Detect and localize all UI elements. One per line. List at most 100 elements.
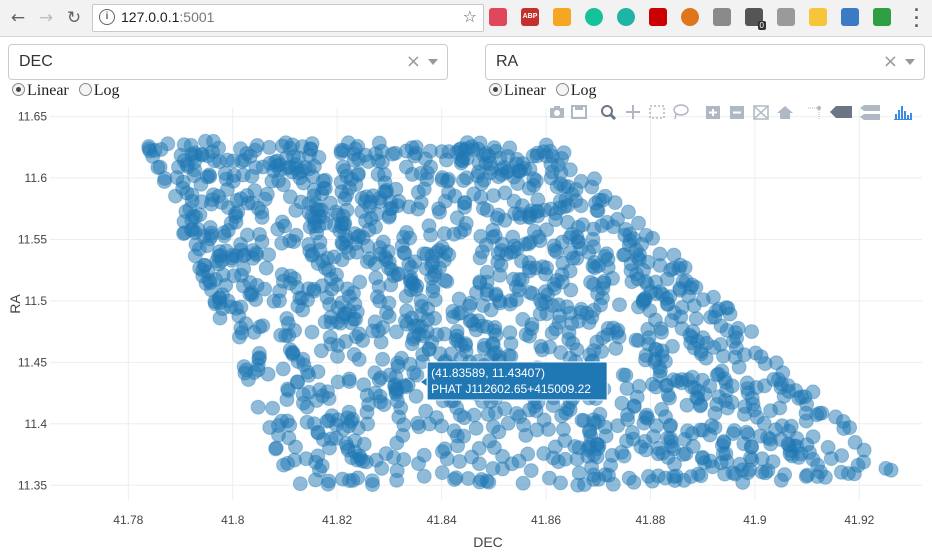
data-point[interactable] <box>474 472 490 487</box>
data-point[interactable] <box>367 256 383 272</box>
data-point[interactable] <box>856 454 872 470</box>
data-point[interactable] <box>315 432 331 447</box>
data-point[interactable] <box>631 215 646 231</box>
data-point[interactable] <box>486 346 502 362</box>
data-point[interactable] <box>636 415 652 431</box>
camera-icon[interactable] <box>548 104 566 120</box>
data-point[interactable] <box>584 459 600 475</box>
data-point[interactable] <box>453 141 469 157</box>
data-point[interactable] <box>292 476 308 492</box>
data-point[interactable] <box>339 439 355 455</box>
data-point[interactable] <box>518 327 534 343</box>
info-icon[interactable]: i <box>99 9 115 25</box>
data-point[interactable] <box>718 374 734 390</box>
data-point[interactable] <box>219 182 235 197</box>
data-point[interactable] <box>473 228 489 244</box>
data-point[interactable] <box>282 233 298 249</box>
star-icon[interactable]: ☆ <box>462 7 477 26</box>
data-point[interactable] <box>387 145 403 161</box>
data-point[interactable] <box>426 267 442 283</box>
data-point[interactable] <box>160 136 176 152</box>
data-point[interactable] <box>748 345 764 361</box>
data-point[interactable] <box>612 297 627 313</box>
data-point[interactable] <box>281 328 297 344</box>
data-point[interactable] <box>648 379 664 395</box>
data-point[interactable] <box>211 140 227 156</box>
data-point[interactable] <box>609 325 625 341</box>
data-points[interactable] <box>141 133 899 493</box>
data-point[interactable] <box>590 441 606 457</box>
data-point[interactable] <box>754 451 770 467</box>
data-point[interactable] <box>303 141 319 157</box>
ball-extension-icon[interactable] <box>681 8 699 26</box>
data-point[interactable] <box>330 412 346 428</box>
data-point[interactable] <box>408 388 424 404</box>
data-point[interactable] <box>525 148 541 164</box>
data-point[interactable] <box>663 417 679 433</box>
data-point[interactable] <box>549 244 565 260</box>
data-point[interactable] <box>427 310 442 326</box>
data-point[interactable] <box>587 260 603 276</box>
data-point[interactable] <box>628 242 644 258</box>
data-point[interactable] <box>226 167 242 183</box>
data-point[interactable] <box>664 313 680 328</box>
data-point[interactable] <box>396 452 412 467</box>
data-point[interactable] <box>399 303 415 319</box>
data-point[interactable] <box>351 326 367 342</box>
data-point[interactable] <box>394 238 410 254</box>
data-point[interactable] <box>678 446 694 462</box>
data-point[interactable] <box>655 287 670 302</box>
data-point[interactable] <box>695 449 711 465</box>
data-point[interactable] <box>809 407 825 423</box>
data-point[interactable] <box>312 242 328 258</box>
data-point[interactable] <box>451 291 467 307</box>
data-point[interactable] <box>375 351 391 367</box>
data-point[interactable] <box>250 399 266 415</box>
data-point[interactable] <box>453 305 469 321</box>
data-point[interactable] <box>610 418 626 434</box>
data-point[interactable] <box>261 139 277 155</box>
data-point[interactable] <box>389 463 405 479</box>
data-point[interactable] <box>594 343 610 359</box>
data-point[interactable] <box>503 293 519 309</box>
y-log-radio[interactable] <box>555 83 569 97</box>
data-point[interactable] <box>457 199 472 215</box>
data-point[interactable] <box>597 419 613 435</box>
data-point[interactable] <box>740 465 756 481</box>
data-point[interactable] <box>250 362 266 378</box>
data-point[interactable] <box>454 153 470 169</box>
data-point[interactable] <box>233 299 249 315</box>
data-point[interactable] <box>487 320 503 335</box>
data-point[interactable] <box>247 142 263 158</box>
data-point[interactable] <box>314 186 330 202</box>
data-point[interactable] <box>399 225 415 240</box>
data-point[interactable] <box>693 468 709 484</box>
data-point[interactable] <box>509 241 525 256</box>
data-point[interactable] <box>567 439 583 454</box>
data-point[interactable] <box>681 288 696 304</box>
data-point[interactable] <box>820 439 836 455</box>
data-point[interactable] <box>619 381 635 396</box>
pocket-extension-icon[interactable] <box>489 8 507 26</box>
data-point[interactable] <box>481 148 497 164</box>
data-point[interactable] <box>749 409 765 425</box>
data-point[interactable] <box>490 254 506 270</box>
data-point[interactable] <box>706 339 722 355</box>
data-point[interactable] <box>275 177 291 193</box>
data-point[interactable] <box>847 434 863 450</box>
data-point[interactable] <box>275 273 291 289</box>
data-point[interactable] <box>705 289 721 305</box>
data-point[interactable] <box>464 449 480 465</box>
data-point[interactable] <box>660 387 676 403</box>
data-point[interactable] <box>359 404 375 420</box>
data-point[interactable] <box>780 378 796 394</box>
data-point[interactable] <box>324 281 340 297</box>
data-point[interactable] <box>434 444 450 460</box>
grammarly-extension-icon[interactable] <box>585 8 603 26</box>
data-point[interactable] <box>711 389 727 405</box>
data-point[interactable] <box>329 267 344 283</box>
adblock-extension-icon[interactable]: ABP <box>521 8 539 26</box>
data-point[interactable] <box>197 258 213 273</box>
data-point[interactable] <box>429 410 445 426</box>
data-point[interactable] <box>427 292 443 308</box>
